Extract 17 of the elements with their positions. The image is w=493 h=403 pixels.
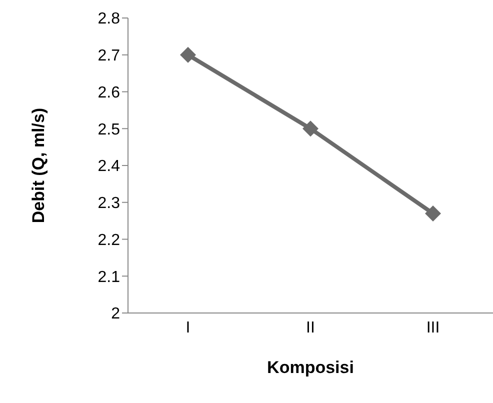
y-axis-title: Debit (Q, ml/s) (29, 108, 48, 224)
y-tick-label: 2.1 (98, 268, 120, 286)
y-tick-label: 2.2 (98, 232, 120, 249)
x-tick-label: I (186, 319, 190, 336)
y-tick-label: 2.5 (98, 121, 120, 138)
y-tick-label: 2.4 (98, 158, 120, 176)
x-axis-title: Komposisi (267, 358, 354, 377)
y-tick-label: 2.6 (98, 84, 120, 102)
y-tick-label: 2.3 (98, 195, 120, 212)
y-tick-label: 2 (111, 306, 120, 323)
point (302, 120, 318, 137)
point (180, 46, 196, 63)
y-tick-label: 2.8 (98, 10, 120, 28)
y-tick-label: 2.7 (98, 48, 120, 65)
point (425, 205, 441, 222)
x-tick-label: II (306, 319, 315, 336)
x-tick-label: III (426, 319, 440, 336)
